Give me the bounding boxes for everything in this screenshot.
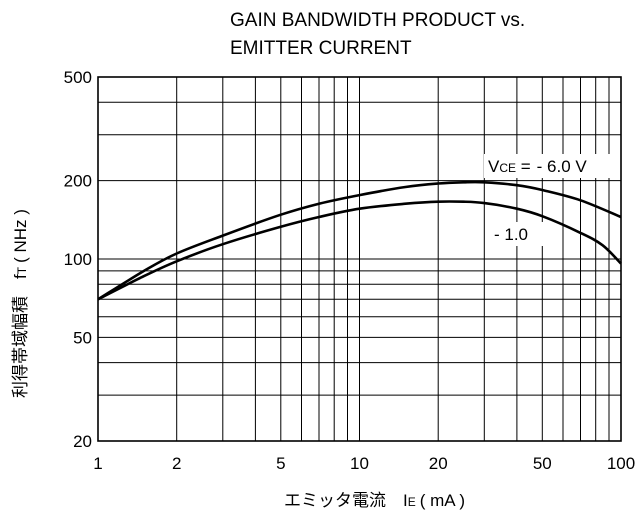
series-label-bg [484, 154, 620, 178]
x-tick-label: 50 [533, 454, 552, 473]
series-label-1v: - 1.0 [494, 225, 528, 244]
tick-labels: 1 2 5 10 20 50 100 20 50 100 200 500 [64, 68, 636, 473]
curves [97, 180, 622, 301]
series-label-vce: VCE = - 6.0 V [488, 157, 587, 176]
series-line-vce-6v [97, 180, 622, 301]
chart-subtitle: EMITTER CURRENT [230, 38, 412, 59]
chart-title: GAIN BANDWIDTH PRODUCT vs. [230, 10, 525, 31]
plot-frame [97, 76, 622, 442]
y-tick-label: 500 [64, 68, 92, 87]
grid [97, 76, 622, 442]
x-tick-label: 100 [607, 454, 635, 473]
y-tick-label: 100 [64, 250, 92, 269]
y-axis-label: 利得帯域幅積 fT( NHz ) [11, 209, 30, 398]
x-tick-label: 1 [93, 454, 102, 473]
y-tick-label: 200 [64, 172, 92, 191]
x-tick-label: 10 [350, 454, 369, 473]
y-tick-label: 50 [73, 328, 92, 347]
x-tick-label: 20 [429, 454, 448, 473]
x-axis-label: エミッタ電流 IE( mA ) [284, 491, 465, 510]
x-tick-label: 5 [276, 454, 285, 473]
series-line-vce-1v [97, 200, 622, 301]
series-label-bg-2 [490, 222, 544, 246]
y-tick-label: 20 [73, 432, 92, 451]
x-tick-label: 2 [172, 454, 181, 473]
